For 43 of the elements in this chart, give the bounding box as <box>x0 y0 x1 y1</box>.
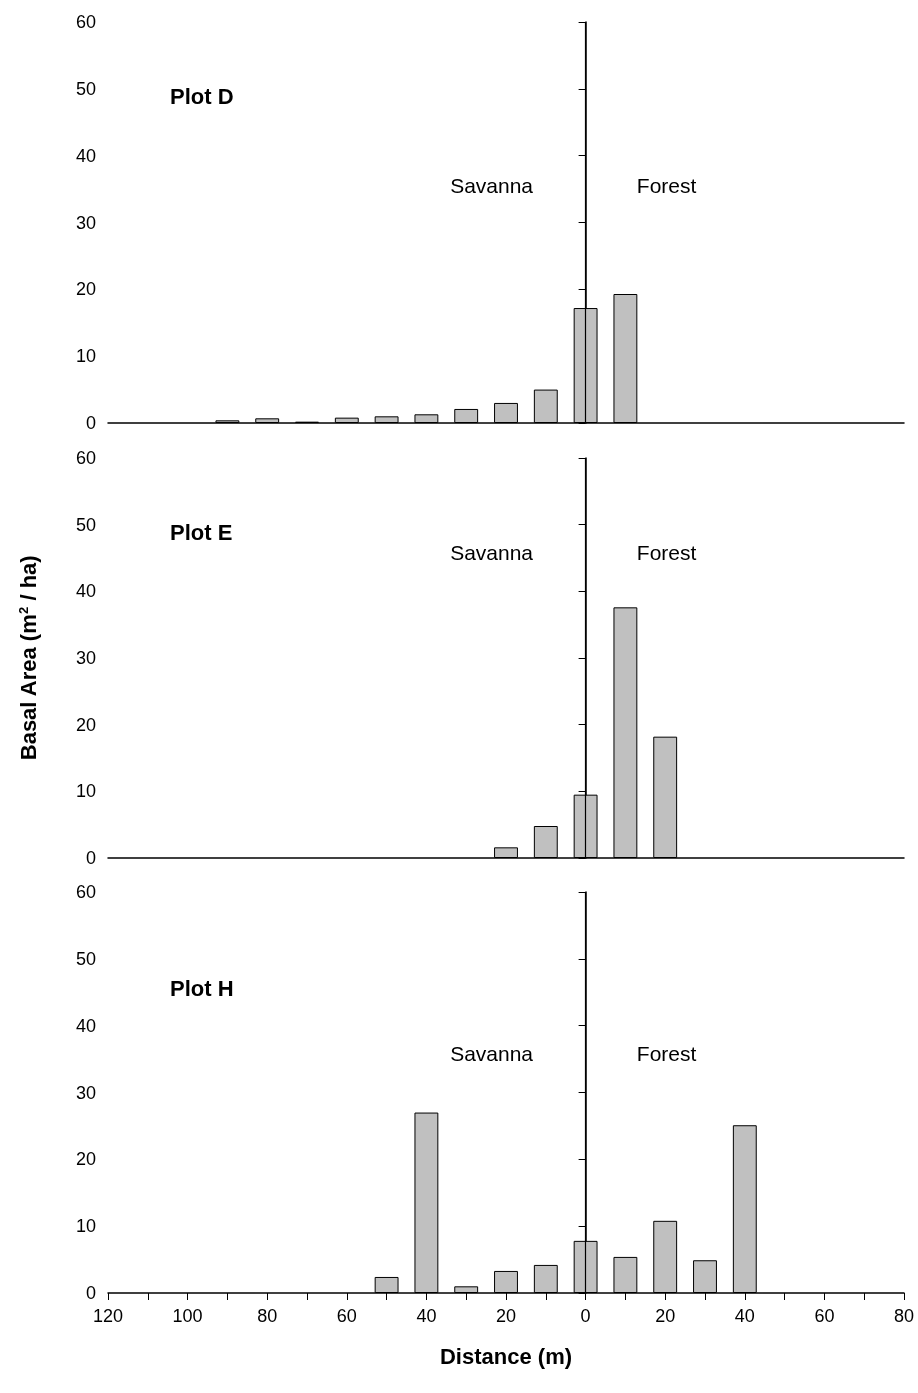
x-tick-label: 120 <box>92 1306 124 1326</box>
x-tick-label: 60 <box>336 1306 357 1326</box>
y-tick-label: 20 <box>75 714 96 735</box>
y-tick-label: 50 <box>75 78 96 99</box>
y-tick-label: 30 <box>75 648 96 668</box>
y-tick-label: 10 <box>75 1216 96 1237</box>
x-tick-label: 80 <box>893 1306 915 1326</box>
x-tick-label: 40 <box>416 1306 437 1326</box>
y-tick-label: 40 <box>75 145 96 166</box>
annotation: Savanna <box>450 540 534 564</box>
y-tick-label: 60 <box>75 448 96 468</box>
y-tick-label: 60 <box>75 882 96 902</box>
text: Plot E <box>170 519 233 545</box>
text: Plot D <box>170 83 234 109</box>
annotation: Forest <box>636 1041 697 1065</box>
y-axis-title: Basal Area (m2 / ha) <box>16 555 41 761</box>
x-tick-label: 100 <box>172 1306 203 1326</box>
y-tick-label: 50 <box>75 948 96 969</box>
x-tick-label: 40 <box>734 1306 755 1326</box>
y-tick-label: 30 <box>75 1082 96 1103</box>
y-tick-label: 10 <box>75 346 96 367</box>
annotation: Forest <box>636 173 697 197</box>
x-tick-label: 20 <box>495 1306 517 1326</box>
x-tick-label: 60 <box>814 1306 835 1326</box>
y-tick-label: 60 <box>75 12 96 32</box>
annotation: Savanna <box>450 1041 534 1065</box>
x-tick-label: 80 <box>257 1306 278 1326</box>
x-tick-label: 0 <box>580 1306 591 1326</box>
text: Plot H <box>170 975 234 1001</box>
y-tick-label: 30 <box>75 212 96 233</box>
y-tick-label: 0 <box>85 1283 96 1303</box>
y-tick-label: 0 <box>85 848 96 868</box>
y-tick-label: 40 <box>75 1015 96 1036</box>
x-tick-label: 20 <box>655 1306 676 1326</box>
annotation: Forest <box>636 540 697 564</box>
y-tick-label: 10 <box>75 781 96 802</box>
y-tick-label: 20 <box>75 1149 96 1170</box>
x-axis-title: Distance (m) <box>439 1343 573 1369</box>
y-tick-label: 40 <box>75 581 96 602</box>
y-tick-label: 50 <box>75 514 96 535</box>
annotation: Savanna <box>450 173 534 197</box>
y-tick-label: 0 <box>85 413 96 433</box>
y-tick-label: 20 <box>75 279 96 300</box>
